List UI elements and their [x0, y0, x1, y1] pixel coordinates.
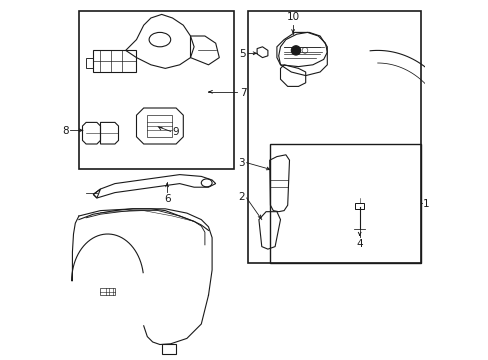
- Text: 8: 8: [62, 126, 69, 136]
- Circle shape: [291, 46, 300, 55]
- Text: 3: 3: [237, 158, 244, 168]
- Text: 6: 6: [163, 194, 170, 204]
- Text: 10: 10: [286, 12, 299, 22]
- Text: 4: 4: [356, 239, 362, 249]
- Text: 1: 1: [422, 199, 428, 209]
- Bar: [269, 144, 420, 263]
- Bar: [247, 11, 420, 263]
- Bar: [79, 11, 233, 169]
- Text: 5: 5: [239, 49, 246, 59]
- Text: 9: 9: [172, 127, 179, 138]
- Text: 2: 2: [237, 192, 244, 202]
- Text: 7: 7: [240, 87, 246, 98]
